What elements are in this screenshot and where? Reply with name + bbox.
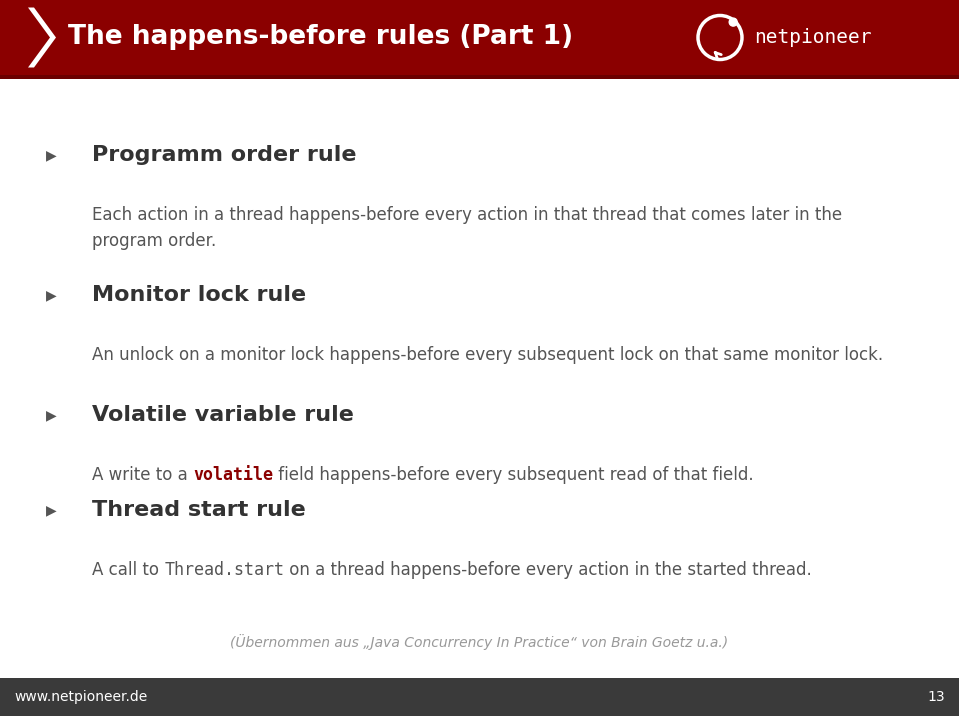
Text: field happens-before every subsequent read of that field.: field happens-before every subsequent re… [273, 466, 754, 484]
Text: Volatile variable rule: Volatile variable rule [92, 405, 354, 425]
Polygon shape [28, 7, 56, 67]
Text: An unlock on a monitor lock happens-before every subsequent lock on that same mo: An unlock on a monitor lock happens-befo… [92, 346, 883, 364]
Bar [0, 678, 959, 716]
Text: volatile: volatile [193, 466, 273, 484]
Circle shape [729, 18, 737, 26]
Text: on a thread happens-before every action in the started thread.: on a thread happens-before every action … [284, 561, 812, 579]
Text: 13: 13 [927, 690, 945, 704]
Text: A write to a: A write to a [92, 466, 193, 484]
Text: (Übernommen aus „Java Concurrency In Practice“ von Brain Goetz u.a.): (Übernommen aus „Java Concurrency In Pra… [230, 634, 729, 650]
Text: Programm order rule: Programm order rule [92, 145, 357, 165]
Bar [0, 75, 959, 79]
Text: ▶: ▶ [46, 408, 57, 422]
Text: ▶: ▶ [46, 503, 57, 517]
Text: A call to: A call to [92, 561, 164, 579]
Text: ▶: ▶ [46, 288, 57, 302]
Text: www.netpioneer.de: www.netpioneer.de [14, 690, 148, 704]
Text: ▶: ▶ [46, 148, 57, 162]
Text: Monitor lock rule: Monitor lock rule [92, 285, 306, 305]
Bar [0, 0, 959, 75]
Text: netpioneer: netpioneer [754, 28, 872, 47]
Text: Thread start rule: Thread start rule [92, 500, 306, 520]
Text: Thread.start: Thread.start [164, 561, 284, 579]
Text: The happens-before rules (Part 1): The happens-before rules (Part 1) [68, 24, 573, 51]
Text: Each action in a thread happens-before every action in that thread that comes la: Each action in a thread happens-before e… [92, 206, 842, 251]
